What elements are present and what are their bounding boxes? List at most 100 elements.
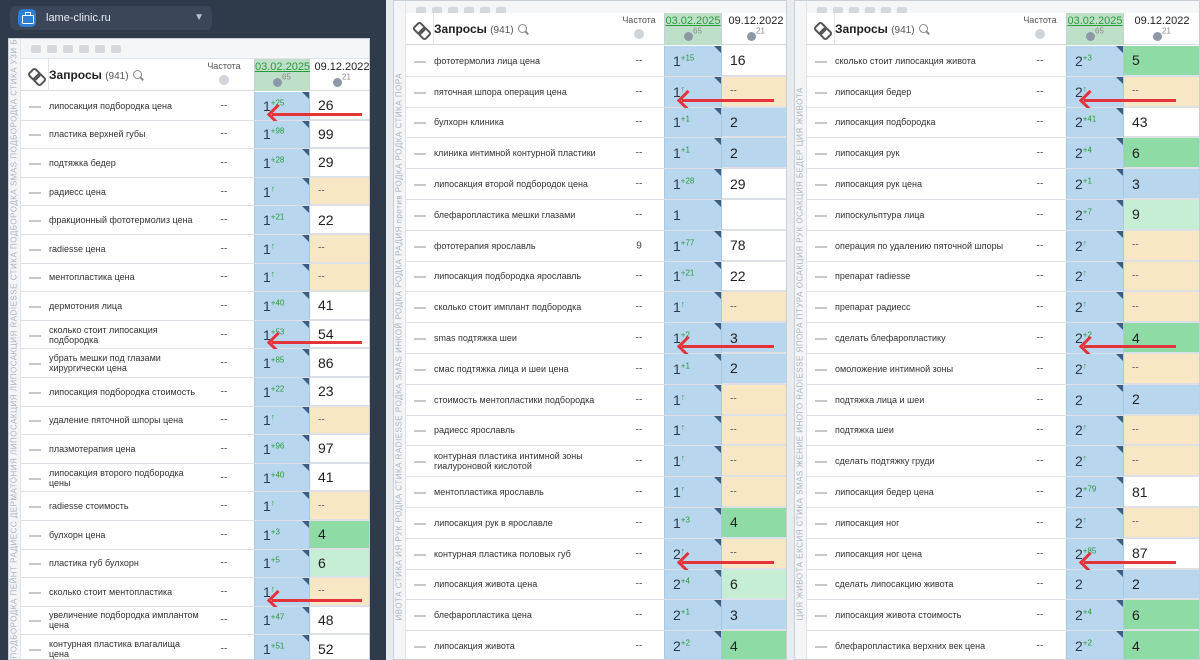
position-previous[interactable]: 3 <box>722 323 786 353</box>
position-current[interactable]: 1+5 <box>254 549 310 578</box>
toolbar-icon[interactable] <box>897 7 907 15</box>
position-current[interactable]: 1+15 <box>664 46 722 76</box>
table-row[interactable]: смас подтяжка лица и шеи цена -- 1+1 2 <box>406 353 786 385</box>
table-row[interactable]: smas подтяжка шеи -- 1+2 3 <box>406 323 786 354</box>
position-current[interactable]: 2↑ <box>1066 230 1124 261</box>
position-previous[interactable]: 29 <box>310 149 369 177</box>
query-text[interactable]: омоложение интимной зоны <box>835 363 954 374</box>
table-row[interactable]: липосакция живота стоимость -- 2+4 6 <box>807 600 1199 632</box>
position-current[interactable]: 2+85 <box>1066 538 1124 569</box>
query-text[interactable]: сколько стоит имплант подбородка <box>434 302 582 313</box>
drag-handle-icon[interactable] <box>29 248 41 251</box>
position-previous[interactable]: 29 <box>722 169 786 199</box>
position-current[interactable]: 2+2 <box>1066 323 1124 353</box>
position-previous[interactable]: 54 <box>310 320 369 349</box>
table-row[interactable]: блефаропластика мешки глазами -- 1 <box>406 199 786 231</box>
position-current[interactable]: 1+22 <box>254 377 310 406</box>
table-row[interactable]: дермотония лица -- 1+40 41 <box>21 292 369 321</box>
position-previous[interactable]: -- <box>722 76 786 107</box>
date-column-1[interactable]: 03.02.2025 65 <box>664 13 722 45</box>
position-previous[interactable]: 4 <box>1124 323 1199 353</box>
position-previous[interactable]: -- <box>1124 230 1199 261</box>
position-current[interactable]: 1↑ <box>254 263 310 292</box>
drag-handle-icon[interactable] <box>815 91 827 94</box>
query-text[interactable]: блефаропластика мешки глазами <box>434 209 576 220</box>
table-row[interactable]: липосакция бедер цена -- 2+79 81 <box>807 477 1199 508</box>
table-row[interactable]: контурная пластика половых губ -- 2↑ -- <box>406 538 786 570</box>
query-text[interactable]: блефаропластика цена <box>434 610 532 621</box>
drag-handle-icon[interactable] <box>29 477 41 480</box>
query-text[interactable]: липосакция подбородка <box>835 117 936 128</box>
table-row[interactable]: препарат radiesse -- 2↑ -- <box>807 261 1199 293</box>
query-text[interactable]: липосакция рук <box>835 148 900 159</box>
drag-handle-icon[interactable] <box>29 448 41 451</box>
date-column-2[interactable]: 09.12.2022 21 <box>1126 13 1198 45</box>
position-current[interactable]: 2↑ <box>1066 261 1124 292</box>
position-current[interactable]: 1+96 <box>254 435 310 463</box>
toolbar-icon[interactable] <box>817 7 827 15</box>
position-previous[interactable]: -- <box>1124 415 1199 446</box>
toolbar-icon[interactable] <box>496 7 506 15</box>
position-current[interactable]: 1+25 <box>254 92 310 120</box>
query-text[interactable]: radiesse стоимость <box>49 501 129 512</box>
drag-handle-icon[interactable] <box>29 305 41 308</box>
drag-handle-icon[interactable] <box>414 245 426 248</box>
drag-handle-icon[interactable] <box>815 584 827 587</box>
position-previous[interactable]: -- <box>310 263 369 292</box>
query-text[interactable]: липосакция живота цена <box>434 579 538 590</box>
drag-handle-icon[interactable] <box>29 363 41 366</box>
table-row[interactable]: ментопластика ярославль -- 1↑ -- <box>406 477 786 508</box>
drag-handle-icon[interactable] <box>29 506 41 509</box>
position-previous[interactable]: 97 <box>310 435 369 463</box>
position-previous[interactable]: 4 <box>722 631 786 659</box>
table-row[interactable]: липосакция живота цена -- 2+4 6 <box>406 569 786 601</box>
position-previous[interactable]: 87 <box>1124 538 1199 569</box>
drag-handle-icon[interactable] <box>29 162 41 165</box>
query-text[interactable]: липосакция ног цена <box>835 548 922 559</box>
drag-handle-icon[interactable] <box>414 276 426 279</box>
drag-handle-icon[interactable] <box>414 214 426 217</box>
position-previous[interactable]: -- <box>722 292 786 323</box>
position-current[interactable]: 1+40 <box>254 463 310 492</box>
table-row[interactable]: липоскульптура лица -- 2+7 9 <box>807 199 1199 231</box>
table-row[interactable]: пластика верхней губы -- 1+98 99 <box>21 120 369 150</box>
toolbar-icon[interactable] <box>865 7 875 15</box>
drag-handle-icon[interactable] <box>414 553 426 556</box>
drag-handle-icon[interactable] <box>815 184 827 187</box>
table-row[interactable]: ментопластика цена -- 1↑ -- <box>21 263 369 293</box>
drag-handle-icon[interactable] <box>29 191 41 194</box>
position-current[interactable]: 1+28 <box>664 169 722 199</box>
position-previous[interactable]: 2 <box>1124 384 1199 415</box>
drag-handle-icon[interactable] <box>815 60 827 63</box>
position-previous[interactable]: 2 <box>722 353 786 384</box>
table-row[interactable]: липосакция подбородка -- 2+41 43 <box>807 107 1199 139</box>
position-current[interactable]: 2↑ <box>1066 507 1124 538</box>
query-text[interactable]: препарат радиесс <box>835 302 911 313</box>
position-current[interactable]: 2↑ <box>1066 446 1124 477</box>
table-row[interactable]: блефаропластика цена -- 2+1 3 <box>406 600 786 632</box>
toolbar-icon[interactable] <box>432 7 442 15</box>
table-row[interactable]: фракционный фототермолиз цена -- 1+21 22 <box>21 206 369 235</box>
position-previous[interactable]: 86 <box>310 349 369 377</box>
position-previous[interactable]: -- <box>722 384 786 415</box>
table-row[interactable]: липосакция бедер -- 2↑ -- <box>807 76 1199 108</box>
query-text[interactable]: контурная пластика половых губ <box>434 548 571 559</box>
position-current[interactable]: 2+4 <box>1066 138 1124 169</box>
position-previous[interactable]: 2 <box>722 107 786 138</box>
table-row[interactable]: сколько стоит имплант подбородка -- 1↑ -- <box>406 292 786 324</box>
position-previous[interactable]: 43 <box>1124 107 1199 138</box>
table-row[interactable]: липосакция подбородка цена -- 1+25 26 <box>21 92 369 121</box>
position-previous[interactable]: -- <box>722 538 786 569</box>
position-current[interactable]: 1+51 <box>254 635 310 659</box>
query-text[interactable]: сколько стоит липосакция живота <box>835 55 976 66</box>
query-text[interactable]: сделать подтяжку груди <box>835 456 935 467</box>
drag-handle-icon[interactable] <box>815 553 827 556</box>
date-1-label[interactable]: 03.02.2025 <box>255 61 311 73</box>
table-row[interactable]: увеличение подбородка имплантом цена -- 1+… <box>21 606 369 636</box>
drag-handle-icon[interactable] <box>414 461 426 464</box>
position-current[interactable]: 1+2 <box>664 323 722 353</box>
drag-handle-icon[interactable] <box>815 122 827 125</box>
query-text[interactable]: подтяжка бедер <box>49 157 116 168</box>
query-text[interactable]: пластика верхней губы <box>49 129 146 140</box>
table-row[interactable]: плазмотерапия цена -- 1+96 97 <box>21 435 369 464</box>
